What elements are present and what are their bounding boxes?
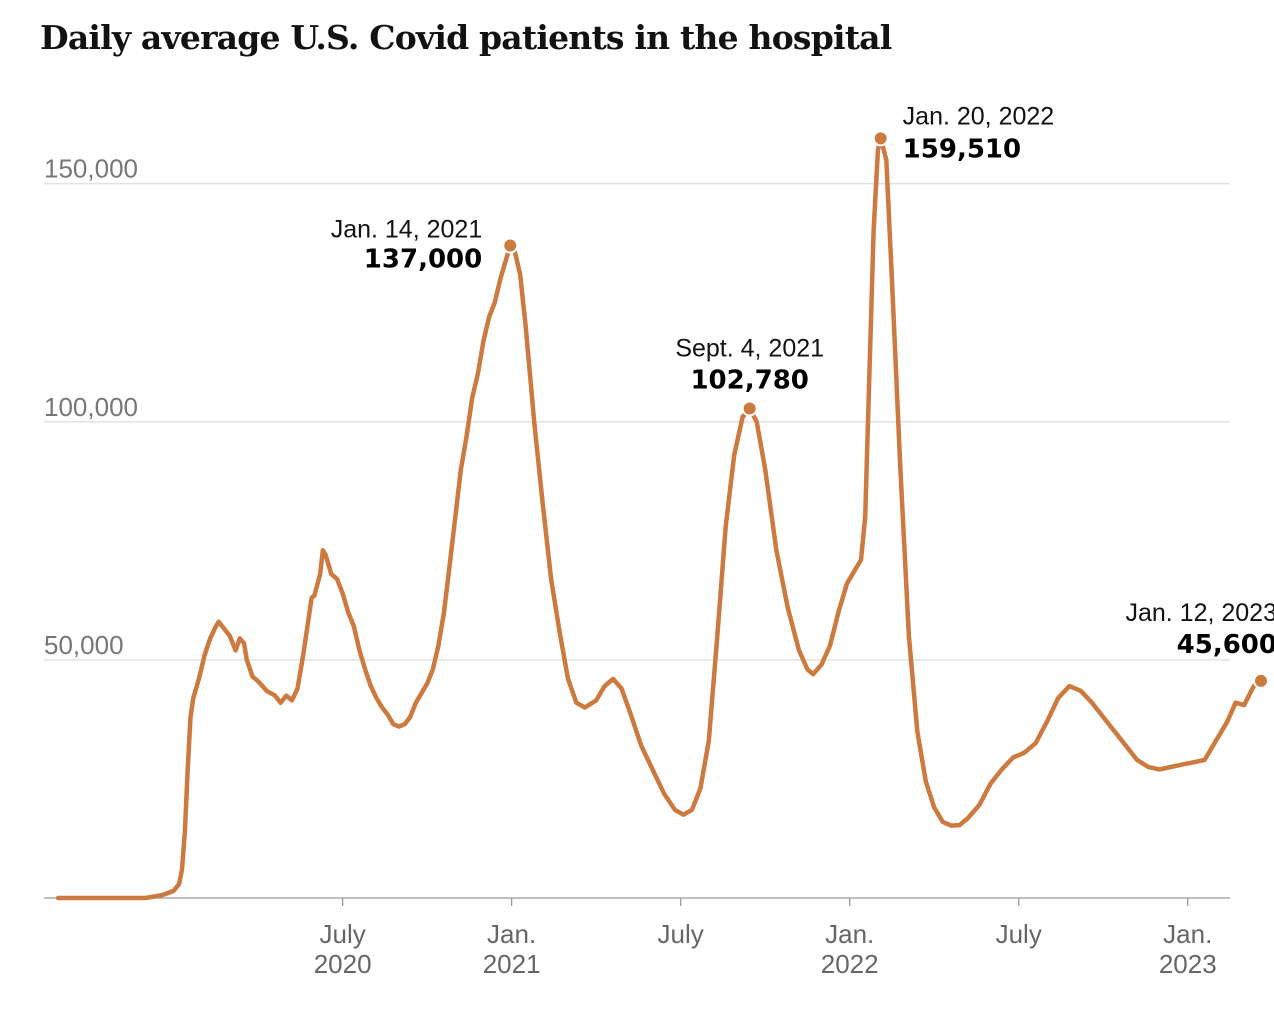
peak-marker — [872, 130, 889, 147]
x-tick-label: July — [319, 919, 365, 949]
x-tick-label: Jan. — [487, 919, 536, 949]
x-tick-label: Jan. — [825, 919, 874, 949]
annotation-value: 102,780 — [690, 366, 808, 396]
x-tick-year-label: 2022 — [821, 949, 879, 979]
annotation-date: Sept. 4, 2021 — [675, 335, 824, 363]
x-tick-label: July — [996, 919, 1042, 949]
annotation-value: 137,000 — [364, 245, 482, 275]
x-tick-year-label: 2021 — [483, 949, 541, 979]
y-tick-label: 50,000 — [44, 630, 124, 660]
annotation-value: 45,600 — [1177, 630, 1274, 660]
y-tick-label: 150,000 — [44, 154, 138, 184]
peak-marker — [502, 237, 519, 254]
annotation-value: 159,510 — [903, 134, 1021, 164]
peak-marker — [741, 400, 758, 417]
x-tick-label: July — [658, 919, 704, 949]
annotation-date: Jan. 14, 2021 — [331, 216, 483, 244]
x-tick-year-label: 2020 — [314, 949, 372, 979]
peak-marker — [1252, 672, 1269, 689]
x-tick-year-label: 2023 — [1159, 949, 1217, 979]
y-gridlines: 50,000 100,000 150,000 — [44, 154, 1230, 899]
x-tick-label: Jan. — [1163, 919, 1212, 949]
y-tick-label: 100,000 — [44, 392, 138, 422]
annotation-date: Jan. 12, 2023 — [1125, 599, 1274, 627]
chart-title: Daily average U.S. Covid patients in the… — [40, 18, 892, 57]
series-layer — [55, 136, 1264, 901]
annotation-date: Jan. 20, 2022 — [903, 102, 1055, 130]
series-line — [55, 136, 1264, 901]
